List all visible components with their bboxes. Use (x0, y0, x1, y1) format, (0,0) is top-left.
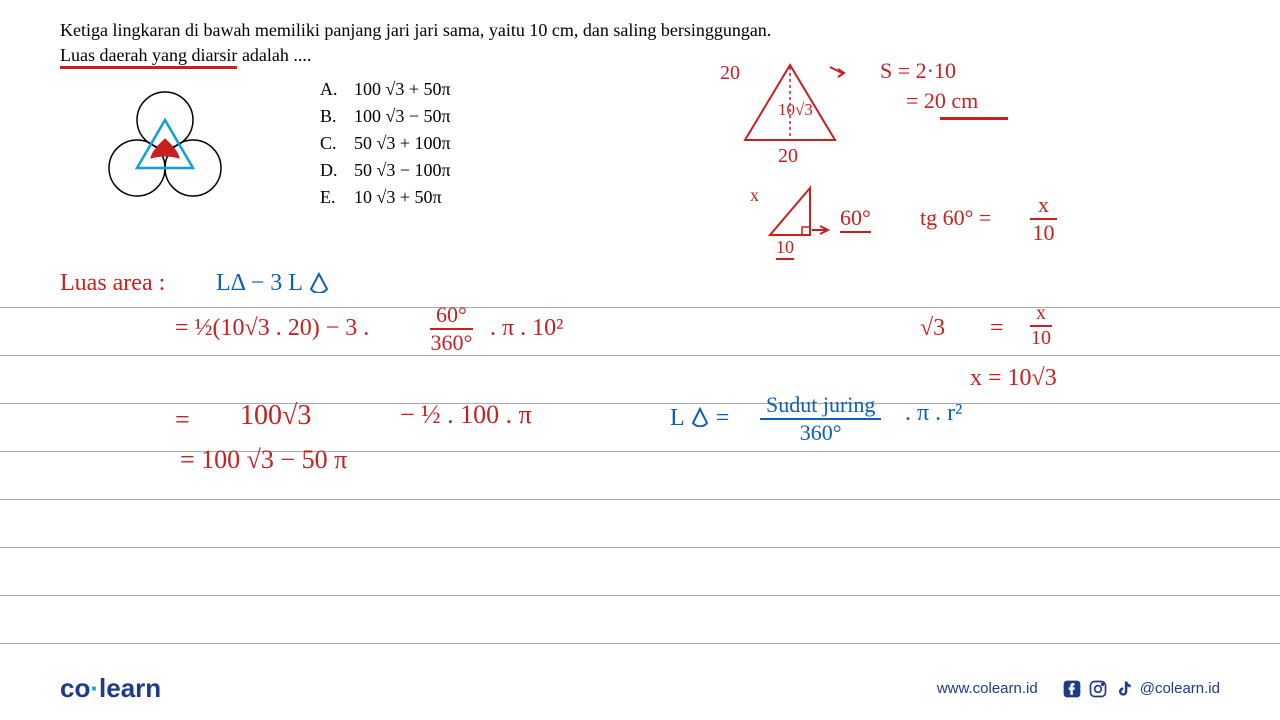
facebook-icon (1062, 679, 1082, 699)
option-b: B.100 √3 − 50π (320, 103, 520, 130)
sector-icon (308, 271, 330, 293)
hw-blue-formula: LΔ − 3 L (216, 270, 330, 297)
option-c: C.50 √3 + 100π (320, 130, 520, 157)
hw-step2b: − ½ . 100 . π (400, 400, 532, 430)
hw-eq3: = (990, 315, 1004, 342)
hw-tri-20a: 20 (720, 62, 740, 85)
hw-blue-L: L = (670, 405, 729, 432)
hw-step2a: 100√3 (240, 400, 311, 432)
question-underlined: Luas daerah yang diarsir (60, 45, 237, 69)
question-line1: Ketiga lingkaran di bawah memiliki panja… (60, 18, 1220, 43)
option-d: D.50 √3 − 100π (320, 157, 520, 184)
three-circles-diagram (90, 86, 240, 216)
logo-dot: · (90, 673, 99, 703)
hw-sqrt3: √3 (920, 315, 945, 342)
hw-frac1: 60° 360° (430, 302, 473, 356)
hw-tri-20b: 20 (778, 145, 798, 168)
footer-handle: @colearn.id (1140, 680, 1220, 697)
options-list: A.100 √3 + 50π B.100 √3 − 50π C.50 √3 + … (240, 76, 520, 221)
hw-small-x: x (750, 185, 759, 206)
option-e: E.10 √3 + 50π (320, 184, 520, 211)
brand-logo: co·learn (60, 673, 161, 704)
hw-tg: tg 60° = (920, 205, 991, 231)
hw-s-eq: S = 2·10 (880, 58, 956, 84)
instagram-icon (1088, 679, 1108, 699)
hw-step1-tail: . π . 10² (490, 315, 563, 342)
hw-small-10: 10 (776, 237, 794, 260)
hw-underline-1 (940, 117, 1008, 120)
question-line2: Luas daerah yang diarsir adalah .... (60, 43, 1220, 68)
hw-blue-tail: . π . r² (905, 400, 962, 427)
footer-url: www.colearn.id (937, 680, 1038, 697)
hw-luas-label: Luas area : (60, 270, 165, 297)
hw-60: 60° (840, 205, 871, 233)
triangle-sketch-2 (760, 180, 840, 250)
hw-step1: = ½(10√3 . 20) − 3 . (175, 315, 369, 342)
hw-step3: = 100 √3 − 50 π (180, 445, 347, 475)
hw-eq2: = (175, 405, 190, 435)
hw-frac2: x 10 (1030, 302, 1052, 350)
hw-x-result: x = 10√3 (970, 365, 1057, 392)
hw-tri-h: 10√3 (778, 100, 813, 120)
tiktok-icon (1114, 679, 1134, 699)
social-icons: @colearn.id (1062, 679, 1220, 699)
option-a: A.100 √3 + 50π (320, 76, 520, 103)
hw-s-val: = 20 cm (906, 88, 978, 114)
hw-tg-frac: x 10 (1030, 192, 1057, 246)
hw-blue-frac: Sudut juring 360° (760, 392, 881, 446)
sector-icon-2 (690, 407, 710, 427)
